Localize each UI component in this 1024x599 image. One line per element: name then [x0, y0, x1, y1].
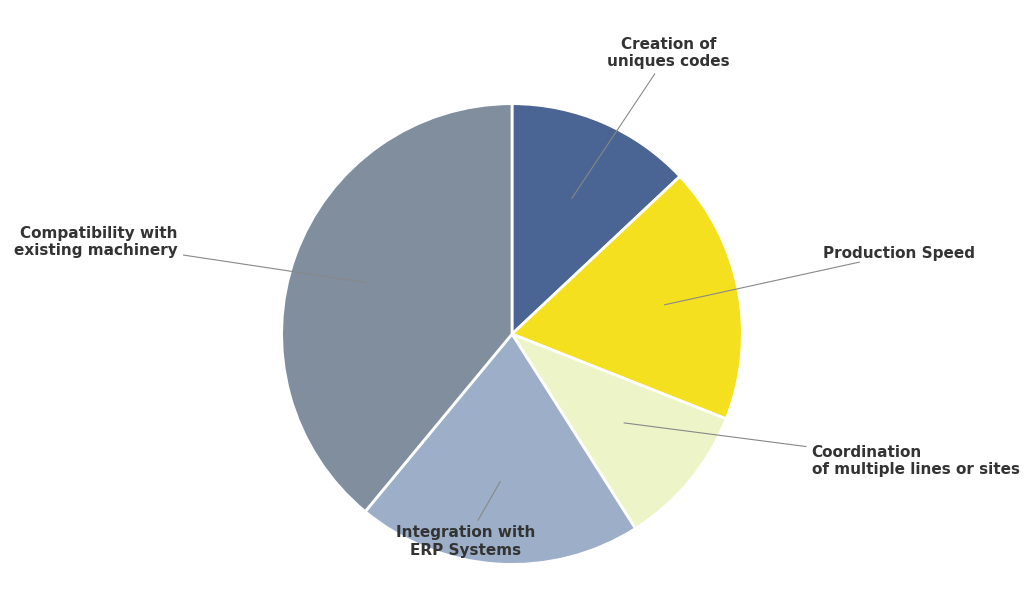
Wedge shape: [282, 104, 512, 512]
Text: Integration with
ERP Systems: Integration with ERP Systems: [396, 482, 536, 558]
Text: Production Speed: Production Speed: [665, 246, 975, 305]
Text: Compatibility with
existing machinery: Compatibility with existing machinery: [14, 226, 366, 283]
Wedge shape: [512, 176, 742, 419]
Wedge shape: [512, 104, 680, 334]
Wedge shape: [366, 334, 636, 564]
Text: Coordination
of multiple lines or sites: Coordination of multiple lines or sites: [624, 423, 1020, 477]
Text: Creation of
uniques codes: Creation of uniques codes: [571, 37, 730, 198]
Wedge shape: [512, 334, 726, 528]
